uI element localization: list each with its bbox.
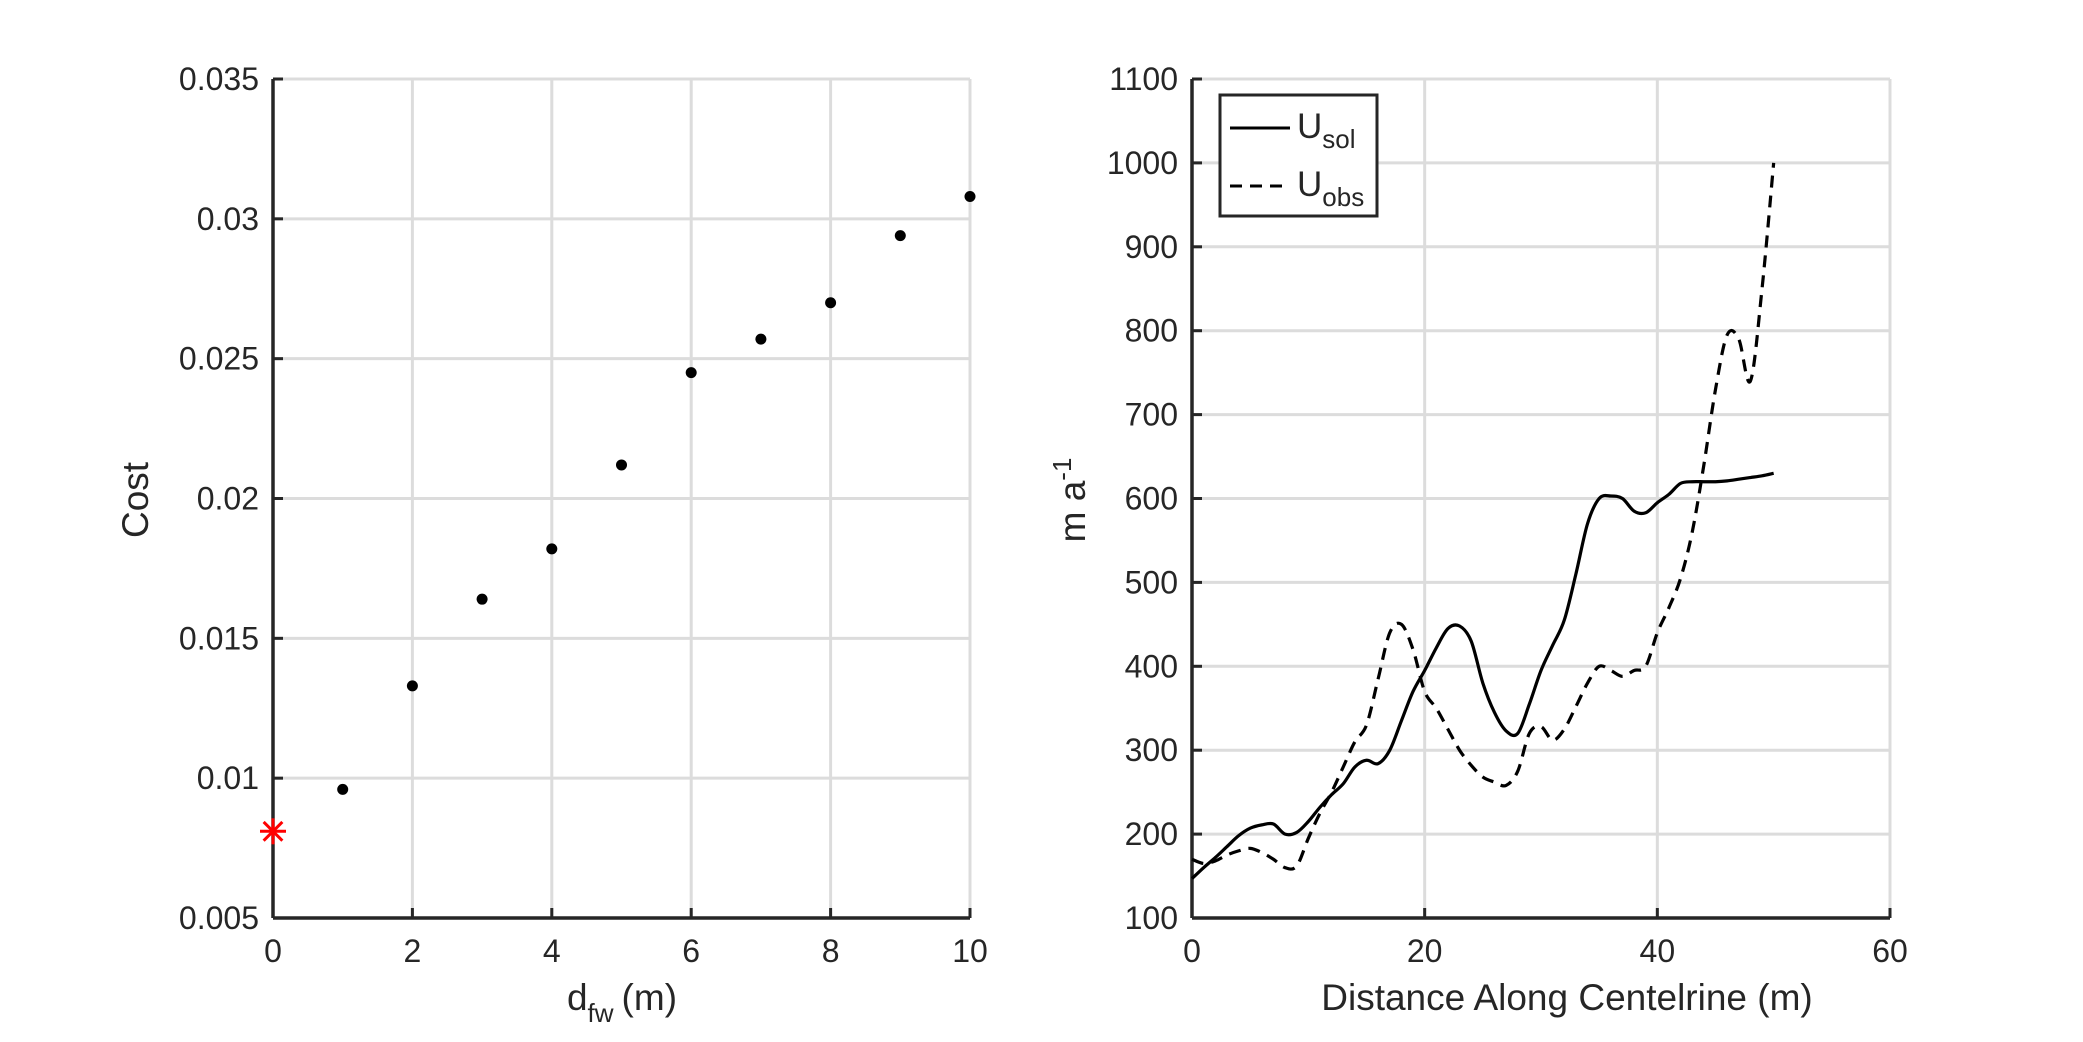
left-grid	[271, 77, 972, 920]
left-data-point	[894, 230, 906, 242]
left-y-tick-label: 0.01	[197, 760, 259, 796]
left-data-point	[406, 680, 418, 692]
right-y-tick-label: 500	[1125, 564, 1178, 600]
right-y-tick-label: 100	[1125, 900, 1178, 936]
right-data-lines	[1190, 162, 1776, 880]
legend-obs-label: Uobs	[1297, 165, 1364, 212]
right-tick-labels: 0 20 40 60 100 200 300 400 500 600 700 800 900 1000 11…	[1107, 61, 1908, 969]
cost-scatter-plot: 0 2 4 6 8 100.0050.010.0150.020.0250.030.035 …	[115, 61, 988, 1028]
left-x-tick-label: 6	[682, 933, 700, 969]
right-x-tick-label: 20	[1407, 933, 1443, 969]
left-y-tick-label: 0.03	[197, 201, 259, 237]
left-asterisk-point	[260, 818, 286, 845]
right-y-tick-label: 300	[1125, 732, 1178, 768]
left-data-point	[337, 783, 349, 795]
left-y-tick-label: 0.015	[179, 620, 259, 656]
right-y-tick-label: 1000	[1107, 145, 1178, 181]
legend: Usol Uobs	[1218, 93, 1379, 218]
left-data-point	[546, 543, 558, 555]
left-x-axis-title: dfw (m)	[567, 977, 677, 1028]
left-x-tick-label: 8	[822, 933, 840, 969]
left-y-tick-label: 0.02	[197, 481, 259, 517]
left-y-axis-title: Cost	[115, 461, 156, 538]
left-tick-labels: 0 2 4 6 8 10 0.005 0.01 0.015 0.02 0.025 0.03 0.035	[179, 61, 988, 969]
right-series-line-sol	[1190, 471, 1775, 880]
left-x-tick-label: 0	[264, 933, 282, 969]
right-y-tick-label: 600	[1125, 481, 1178, 517]
velocity-line-plot: 0 20 40 60 100 200 300 400 500 600 700 800 900 1000 11…	[1047, 61, 1908, 1018]
right-x-tick-label: 60	[1872, 933, 1908, 969]
right-y-tick-label: 700	[1125, 397, 1178, 433]
legend-box	[1218, 93, 1379, 218]
legend-sol-label: Usol	[1297, 107, 1356, 154]
right-y-axis-title: m a-1	[1047, 458, 1093, 543]
right-y-tick-label: 1100	[1109, 61, 1178, 97]
asterisk-stroke	[262, 820, 284, 842]
right-x-axis-title: Distance Along Centelrine (m)	[1321, 977, 1813, 1018]
left-data-point	[685, 367, 697, 379]
left-y-tick-label: 0.025	[179, 341, 259, 377]
right-y-tick-label: 900	[1125, 229, 1178, 265]
left-x-tick-label: 10	[952, 933, 988, 969]
right-y-tick-label: 200	[1125, 816, 1178, 852]
left-y-tick-label: 0.035	[179, 61, 259, 97]
left-data-point	[755, 333, 767, 345]
left-data-point	[616, 459, 627, 471]
left-data-point	[476, 593, 488, 605]
right-series-line-obs	[1191, 162, 1776, 871]
left-x-tick-label: 2	[404, 933, 422, 969]
left-data-point	[964, 190, 976, 202]
right-x-tick-label: 40	[1640, 933, 1676, 969]
left-data-marks	[260, 190, 976, 845]
left-data-point	[825, 297, 837, 309]
right-y-tick-label: 400	[1125, 648, 1178, 684]
right-y-tick-label: 800	[1125, 313, 1178, 349]
right-axes	[1190, 77, 1892, 920]
right-x-tick-label: 0	[1183, 933, 1201, 969]
left-y-tick-label: 0.005	[179, 900, 259, 936]
left-axes	[271, 77, 972, 920]
left-x-tick-label: 4	[543, 933, 561, 969]
